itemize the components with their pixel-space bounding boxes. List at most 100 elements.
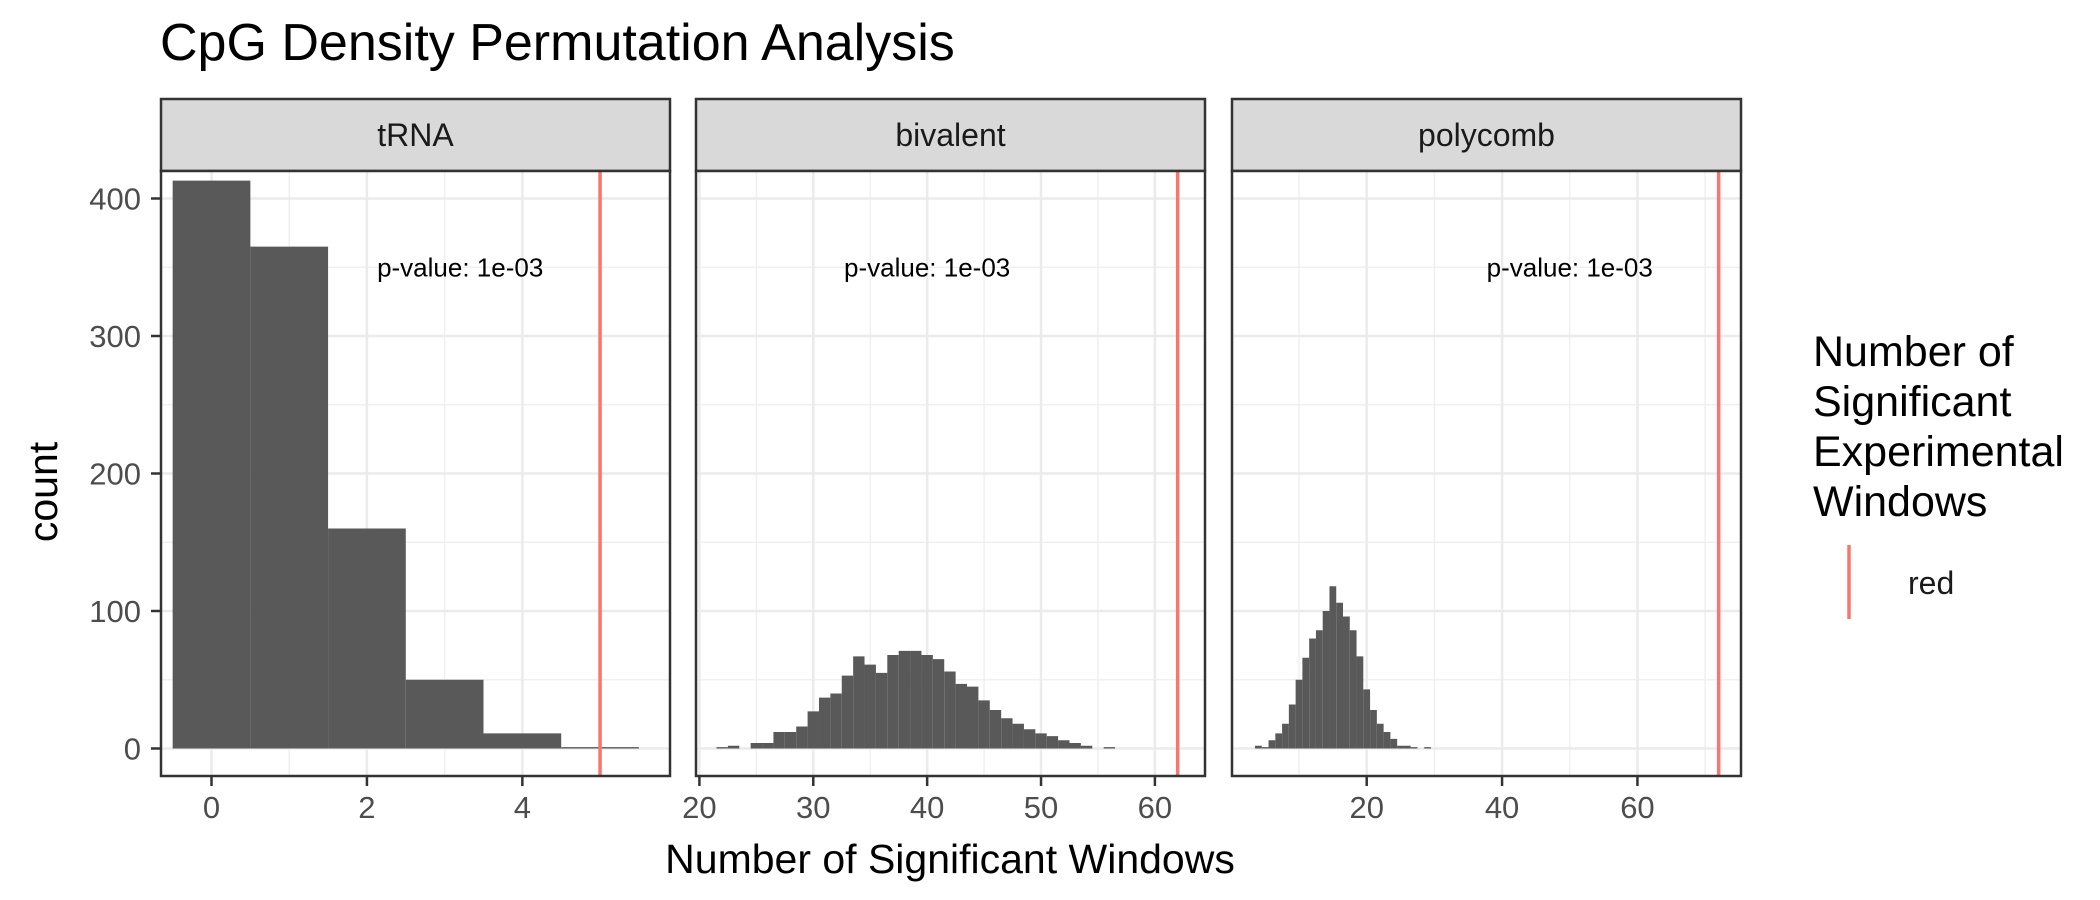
- x-tick-label: 40: [1485, 790, 1519, 825]
- x-tick-label: 20: [1349, 790, 1383, 825]
- histogram-bar: [955, 683, 968, 749]
- histogram-bar: [898, 650, 911, 749]
- histogram-bar: [932, 659, 945, 749]
- histogram-bar: [1336, 602, 1344, 749]
- x-tick-label: 60: [1138, 790, 1172, 825]
- histogram-bar: [172, 180, 251, 749]
- strip-label: tRNA: [377, 117, 454, 153]
- histogram-bar: [1403, 745, 1411, 749]
- histogram-bar: [796, 726, 808, 749]
- x-tick-label: 2: [358, 790, 375, 825]
- panel-border: [159, 169, 672, 778]
- histogram-bar: [716, 747, 728, 749]
- strip-label: polycomb: [1418, 117, 1555, 153]
- p-value-annotation: p-value: 1e-03: [844, 252, 1010, 282]
- histogram-bar: [818, 697, 831, 749]
- histogram-bar: [1349, 630, 1357, 749]
- histogram-bar: [784, 732, 797, 749]
- histogram-bar: [727, 745, 740, 749]
- histogram-bar: [853, 656, 865, 749]
- histogram-bar: [762, 743, 774, 749]
- legend: Number of Significant Experimental Windows r…: [1813, 328, 2064, 619]
- panel-tRNA: tRNA p-value: 1e-03 0 2 4: [159, 97, 672, 825]
- y-tick-label: 100: [89, 594, 141, 629]
- histogram-bar: [1023, 729, 1036, 749]
- strip-tRNA: [159, 97, 672, 173]
- legend-title-line: Significant: [1813, 378, 2011, 426]
- histogram-bar: [1012, 723, 1024, 749]
- strip-label: bivalent: [895, 117, 1005, 153]
- histogram-bar: [1035, 733, 1047, 749]
- y-axis-title: count: [20, 441, 66, 542]
- x-tick-label: 0: [203, 790, 220, 825]
- legend-title-line: Number of: [1813, 328, 2015, 376]
- histogram-bar: [405, 679, 484, 749]
- histogram-bar: [1390, 738, 1398, 749]
- histogram-bar: [807, 711, 819, 749]
- histogram-bar: [967, 686, 979, 749]
- histogram-bar: [1282, 723, 1289, 749]
- histogram-bar: [989, 710, 1002, 749]
- x-tick-label: 50: [1024, 790, 1058, 825]
- histogram-bar: [1309, 638, 1316, 749]
- histogram-bar: [1069, 743, 1081, 749]
- p-value-annotation: p-value: 1e-03: [1487, 252, 1653, 282]
- histogram-bar: [1410, 747, 1418, 749]
- legend-title: Number of Significant Experimental Windows: [1813, 328, 2064, 526]
- histogram-bar: [1295, 679, 1303, 749]
- chart-title: CpG Density Permutation Analysis: [160, 14, 955, 72]
- panel-bivalent: bivalent p-value: 1e-03 20 30 40 50 60: [682, 97, 1207, 825]
- x-tick-label: 4: [514, 790, 531, 825]
- x-tick-label: 20: [682, 790, 716, 825]
- histogram-bar: [1302, 657, 1310, 749]
- histogram-bar: [944, 671, 956, 749]
- histogram-bar: [1046, 736, 1059, 749]
- histogram-bar: [750, 743, 763, 749]
- histogram-bar: [1363, 689, 1371, 749]
- legend-title-line: Windows: [1813, 478, 1987, 526]
- histogram-bar: [1322, 611, 1330, 749]
- y-axis: 0 100 200 300 400: [89, 182, 161, 767]
- histogram-bar: [910, 650, 922, 749]
- histogram-bar: [773, 732, 785, 749]
- histogram-bar: [1343, 616, 1350, 749]
- legend-entry-label: red: [1908, 565, 1954, 601]
- histogram-bar: [1080, 745, 1093, 749]
- histogram-bar: [978, 700, 990, 749]
- y-tick-label: 400: [89, 182, 141, 217]
- histogram-bar: [1255, 745, 1262, 749]
- panel-polycomb: polycomb p-value: 1e-03 20 40 60: [1230, 97, 1743, 825]
- y-tick-label: 300: [89, 319, 141, 354]
- histogram-bar: [483, 733, 562, 749]
- histogram-bar: [1103, 747, 1116, 749]
- histogram-bar: [887, 655, 899, 749]
- histogram-bar: [864, 664, 876, 749]
- histogram-bar: [1376, 723, 1384, 749]
- histogram-bar: [1383, 732, 1391, 749]
- histogram-bar: [1315, 630, 1323, 749]
- legend-title-line: Experimental: [1813, 428, 2064, 476]
- x-axis-title: Number of Significant Windows: [665, 836, 1235, 882]
- histogram-bar: [841, 675, 854, 749]
- histogram-bar: [875, 672, 888, 749]
- strip-polycomb: [1230, 97, 1743, 173]
- y-tick-label: 0: [124, 732, 141, 767]
- histogram-bar: [250, 246, 329, 749]
- x-tick-label: 60: [1620, 790, 1654, 825]
- histogram-bar: [921, 655, 933, 749]
- histogram-bar: [1261, 747, 1269, 749]
- histogram-bar: [1268, 740, 1276, 749]
- histogram-bar: [1288, 704, 1296, 749]
- histogram-bar: [1329, 586, 1337, 749]
- x-tick-label: 30: [796, 790, 830, 825]
- histogram-bar: [1397, 745, 1404, 749]
- histogram-bar: [328, 528, 406, 749]
- histogram-bar: [1275, 733, 1283, 749]
- histogram-bar: [830, 693, 842, 749]
- strip-bivalent: [694, 97, 1207, 173]
- p-value-annotation: p-value: 1e-03: [377, 252, 543, 282]
- histogram-bar: [1001, 718, 1013, 749]
- histogram-bar: [1424, 747, 1431, 749]
- panel-border: [694, 169, 1207, 778]
